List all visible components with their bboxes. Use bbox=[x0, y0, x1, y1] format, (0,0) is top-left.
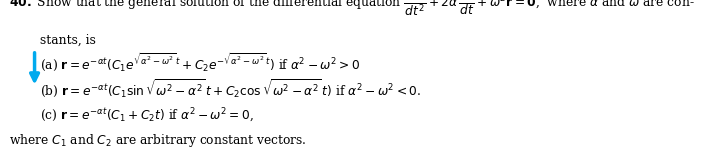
Text: (c) $\mathbf{r} = e^{-\alpha t}(C_1 + C_2 t)$ if $\alpha^2 - \omega^2 = 0$,: (c) $\mathbf{r} = e^{-\alpha t}(C_1 + C_… bbox=[40, 107, 253, 125]
Text: (a) $\mathbf{r} = e^{-\alpha t}(C_1 e^{\sqrt{\alpha^2-\omega^2}\,t} + C_2 e^{-\s: (a) $\mathbf{r} = e^{-\alpha t}(C_1 e^{\… bbox=[40, 51, 360, 73]
Text: stants, is: stants, is bbox=[40, 34, 96, 47]
Text: $\mathbf{40.}$ Show that the general solution of the differential equation $\dfr: $\mathbf{40.}$ Show that the general sol… bbox=[9, 0, 694, 19]
Text: where $C_1$ and $C_2$ are arbitrary constant vectors.: where $C_1$ and $C_2$ are arbitrary cons… bbox=[9, 132, 306, 149]
Text: (b) $\mathbf{r} = e^{-\alpha t}(C_1 \sin\sqrt{\omega^2-\alpha^2}\,t + C_2 \cos\s: (b) $\mathbf{r} = e^{-\alpha t}(C_1 \sin… bbox=[40, 77, 421, 99]
